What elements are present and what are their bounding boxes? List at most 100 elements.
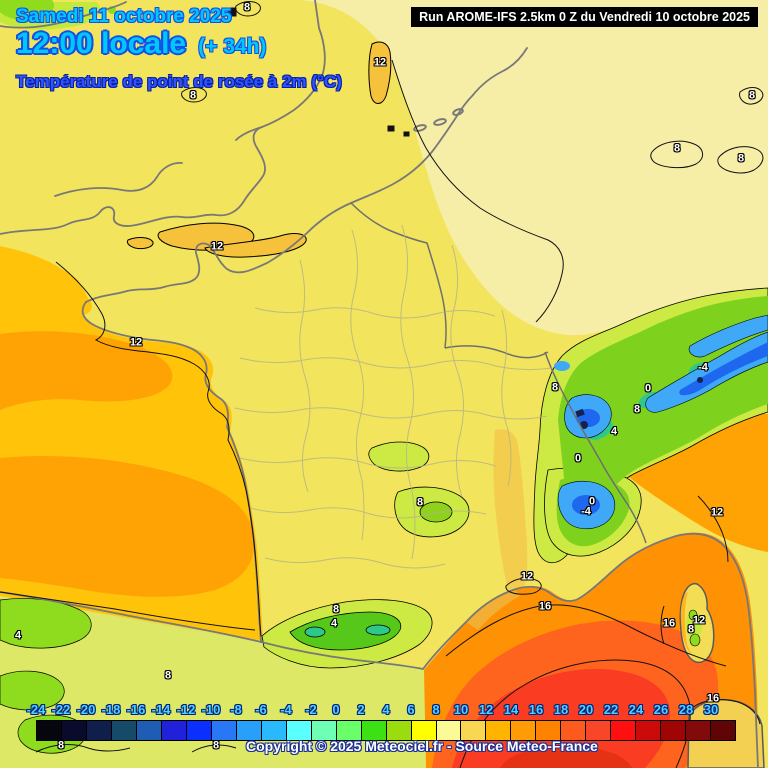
colorbar-cell (37, 721, 62, 740)
colorbar-tick-label: 26 (653, 702, 669, 717)
contour-value-label: 8 (332, 603, 340, 616)
contour-value-label: 8 (164, 669, 172, 682)
contour-value-label: 12 (692, 614, 706, 627)
colorbar-cell (136, 721, 162, 740)
colorbar-cell (336, 721, 362, 740)
run-info-box: Run AROME-IFS 2.5km 0 Z du Vendredi 10 o… (411, 7, 758, 27)
copyright-text: Copyright © 2025 Meteociel.fr - Source M… (246, 738, 598, 754)
colorbar-cell (711, 721, 736, 740)
colorbar-cell (611, 721, 637, 740)
colorbar-cell (436, 721, 462, 740)
colorbar-cell (636, 721, 662, 740)
field-languedoc-gold (466, 589, 520, 630)
colorbar-tick-label: 10 (453, 702, 469, 717)
contour-value-label: 16 (538, 600, 552, 613)
contour-value-label: 0 (588, 495, 596, 508)
sea-atlantic-warm-blob2 (0, 456, 255, 597)
alps-cold-zone (533, 287, 768, 564)
colorbar-tick-label: -22 (51, 702, 71, 717)
contour-value-label: 4 (14, 629, 22, 642)
colorbar-cell (561, 721, 587, 740)
variable-title: Température de point de rosée à 2m (°C) (16, 72, 342, 91)
colorbar-tick-label: -24 (26, 702, 46, 717)
contour-value-label: 8 (551, 381, 559, 394)
colorbar-tick-label: 28 (678, 702, 694, 717)
header: Samedi 11 octobre 2025 12:00 locale (+ 3… (16, 6, 266, 59)
colorbar-tick-label: -12 (176, 702, 196, 717)
colorbar-cell (86, 721, 112, 740)
colorbar-tick-label: -20 (76, 702, 96, 717)
colorbar-cell (661, 721, 687, 740)
corsica (679, 582, 715, 664)
colorbar-tick-label: 20 (578, 702, 594, 717)
colorbar-tick-label: 8 (432, 702, 440, 717)
colorbar-tick-label: -4 (280, 702, 292, 717)
colorbar-tick-label: 22 (603, 702, 619, 717)
colorbar-cell (511, 721, 537, 740)
contour-value-label: -4 (698, 361, 708, 374)
colorbar-tick-label: 4 (382, 702, 390, 717)
colorbar-cell (411, 721, 437, 740)
contour-value-label: 8 (673, 142, 681, 155)
colorbar-cell (536, 721, 562, 740)
colorbar-tick-label: 18 (553, 702, 569, 717)
contour-value-label: 8 (57, 739, 65, 752)
colorbar-cell (261, 721, 287, 740)
colorbar-cell (586, 721, 612, 740)
colorbar-cell (686, 721, 712, 740)
department-borders (234, 224, 553, 569)
contour-value-label: -4 (581, 505, 591, 518)
contour-value-label: 8 (243, 1, 251, 14)
field-pale-northeast (296, 0, 768, 336)
contour-value-label: 4 (330, 617, 338, 630)
colorbar-cell (61, 721, 87, 740)
colorbar-tick-label: -2 (305, 702, 317, 717)
colorbar-tick-label: 14 (503, 702, 519, 717)
country-borders (350, 202, 647, 544)
forecast-time: 12:00 locale (16, 26, 187, 60)
contour-value-label: 8 (189, 89, 197, 102)
colorbar-tick-label: 2 (357, 702, 365, 717)
colorbar-tick-label: 16 (528, 702, 544, 717)
contour-value-label: 8 (633, 403, 641, 416)
colorbar-cell (361, 721, 387, 740)
contour-value-label: 8 (212, 739, 220, 752)
colorbar-cell (386, 721, 412, 740)
colorbar-tick-label: 0 (332, 702, 340, 717)
contour-value-label: 4 (610, 425, 618, 438)
contour-value-label: 12 (129, 336, 143, 349)
contour-value-label: 16 (662, 617, 676, 630)
contour-value-label: 0 (644, 382, 652, 395)
sea-med-red (452, 668, 671, 768)
forecast-offset: (+ 34h) (198, 34, 267, 58)
colorbar-cell (461, 721, 487, 740)
colorbar-cell (486, 721, 512, 740)
contour-value-label: 12 (520, 570, 534, 583)
colorbar-cell (186, 721, 212, 740)
colorbar-cell (161, 721, 187, 740)
colorbar-tick-label: -16 (126, 702, 146, 717)
colorbar-cell (311, 721, 337, 740)
forecast-date: Samedi 11 octobre 2025 (16, 6, 232, 27)
contour-value-label: 12 (373, 56, 387, 69)
colorbar-cells (36, 720, 736, 741)
contour-value-label: 8 (416, 496, 424, 509)
channel-warm-blobs (126, 222, 307, 258)
sea-atlantic-warm-blob (0, 331, 173, 410)
field-green-northwest (0, 0, 116, 30)
colorbar-tick-label: -14 (151, 702, 171, 717)
colorbar-cell (236, 721, 262, 740)
contour-value-label: 16 (706, 692, 720, 705)
colorbar-tick-label: -8 (230, 702, 242, 717)
colorbar-cell (211, 721, 237, 740)
northsea-warm-blob (368, 41, 392, 104)
contour-value-label: 12 (210, 240, 224, 253)
contour-value-label: 8 (748, 89, 756, 102)
colorbar-cell (286, 721, 312, 740)
contour-value-label: 0 (574, 452, 582, 465)
sea-med-dark-streak (500, 745, 632, 768)
